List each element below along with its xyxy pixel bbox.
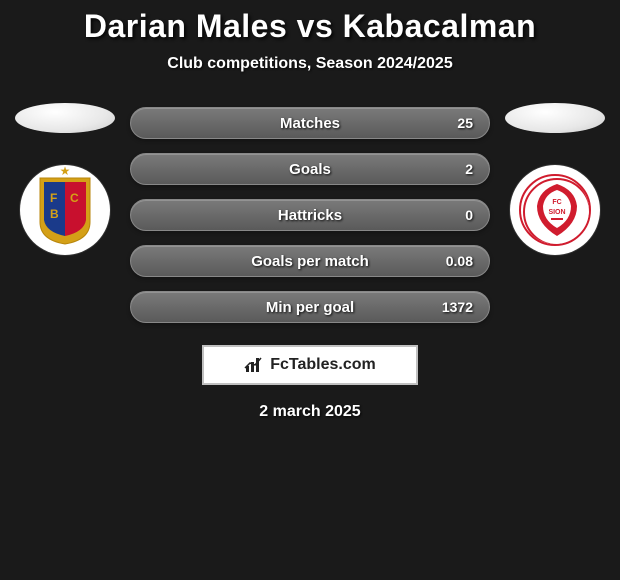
svg-text:F: F xyxy=(50,191,57,205)
bar-chart-icon xyxy=(244,356,264,374)
svg-text:C: C xyxy=(70,191,79,205)
page-title: Darian Males vs Kabacalman xyxy=(0,8,620,45)
stat-label: Goals xyxy=(289,161,331,178)
svg-text:FC: FC xyxy=(552,199,561,206)
left-player-col: ★ F C B xyxy=(10,103,120,255)
stat-bar-goals: Goals 2 xyxy=(130,153,490,185)
right-player-col: FC SION xyxy=(500,103,610,255)
stat-value-right: 25 xyxy=(457,115,473,131)
right-player-oval xyxy=(505,103,605,133)
right-club-badge: FC SION xyxy=(510,165,600,255)
page-subtitle: Club competitions, Season 2024/2025 xyxy=(0,55,620,73)
left-club-badge: ★ F C B xyxy=(20,165,110,255)
stat-bar-matches: Matches 25 xyxy=(130,107,490,139)
stat-bar-hattricks: Hattricks 0 xyxy=(130,199,490,231)
sion-badge-icon: FC SION xyxy=(519,174,591,246)
stat-value-right: 1372 xyxy=(442,299,473,315)
stat-label: Hattricks xyxy=(278,207,342,224)
stats-column: Matches 25 Goals 2 Hattricks 0 Goals per… xyxy=(130,103,490,323)
branding-text: FcTables.com xyxy=(270,356,376,374)
stat-bar-gpm: Goals per match 0.08 xyxy=(130,245,490,277)
star-icon: ★ xyxy=(60,164,71,178)
stat-label: Min per goal xyxy=(266,299,354,316)
left-player-oval xyxy=(15,103,115,133)
comparison-card: Darian Males vs Kabacalman Club competit… xyxy=(0,0,620,421)
stat-value-right: 2 xyxy=(465,161,473,177)
stat-value-right: 0.08 xyxy=(446,253,473,269)
stat-bar-mpg: Min per goal 1372 xyxy=(130,291,490,323)
branding-box[interactable]: FcTables.com xyxy=(202,345,418,385)
stat-value-right: 0 xyxy=(465,207,473,223)
svg-text:B: B xyxy=(50,207,59,221)
stat-label: Goals per match xyxy=(251,253,369,270)
svg-text:SION: SION xyxy=(548,209,565,216)
date-text: 2 march 2025 xyxy=(0,403,620,421)
basel-shield-icon: ★ F C B xyxy=(36,174,94,246)
stat-label: Matches xyxy=(280,115,340,132)
main-row: ★ F C B Matches 25 Goals xyxy=(0,103,620,323)
